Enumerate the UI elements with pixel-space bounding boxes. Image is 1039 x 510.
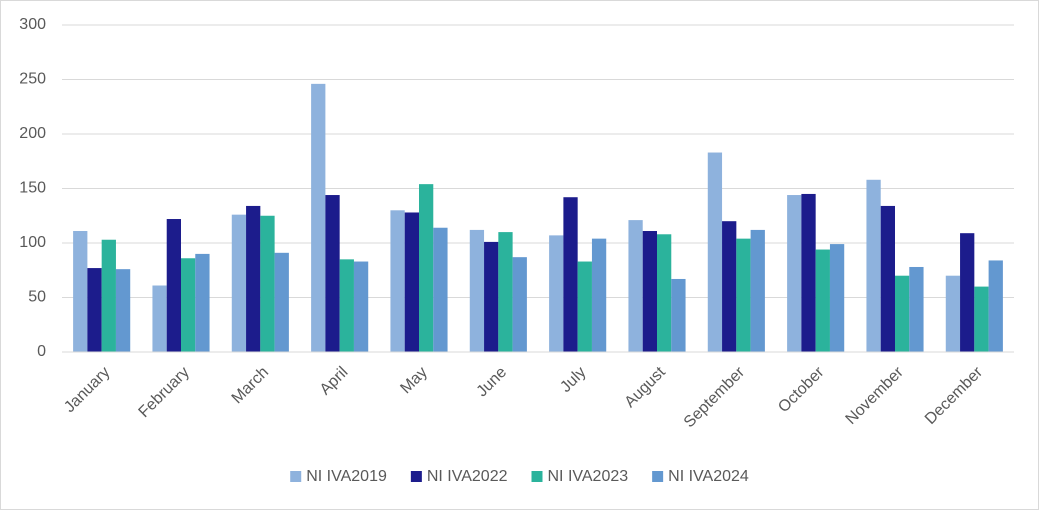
bar xyxy=(101,239,116,352)
bar xyxy=(801,193,816,352)
bar xyxy=(512,257,527,352)
bar xyxy=(433,227,448,352)
bar xyxy=(246,205,261,352)
bar xyxy=(895,275,910,352)
bar xyxy=(181,258,196,352)
bar xyxy=(166,219,181,352)
bar xyxy=(577,261,592,352)
legend-marker xyxy=(410,471,422,482)
bar xyxy=(722,221,737,352)
legend-marker xyxy=(652,471,664,482)
bar xyxy=(909,266,924,352)
bar xyxy=(353,261,369,352)
bar xyxy=(642,231,657,352)
bar xyxy=(311,83,326,353)
bar xyxy=(115,269,131,352)
bar xyxy=(591,238,607,352)
bar xyxy=(657,234,672,352)
legend-label: NI IVA2024 xyxy=(668,468,749,485)
bar xyxy=(974,286,989,352)
bar xyxy=(260,215,275,352)
bar xyxy=(880,205,895,352)
y-tick-label: 250 xyxy=(19,71,46,88)
bar xyxy=(960,233,975,352)
bar xyxy=(404,212,419,352)
bar xyxy=(498,232,513,352)
bar xyxy=(231,214,247,352)
legend-marker xyxy=(531,471,543,482)
bar xyxy=(390,210,405,352)
bar xyxy=(339,259,354,352)
bar xyxy=(945,275,961,352)
bar xyxy=(469,229,485,352)
y-tick-label: 150 xyxy=(19,180,46,197)
bar xyxy=(707,152,723,352)
y-tick-label: 200 xyxy=(19,125,46,142)
bar xyxy=(736,238,751,352)
bar xyxy=(750,229,765,352)
bar xyxy=(152,285,167,352)
legend-marker xyxy=(290,471,302,482)
bar xyxy=(325,195,340,352)
bar xyxy=(671,278,686,352)
bar xyxy=(87,268,102,352)
bar xyxy=(195,253,210,352)
bar xyxy=(787,195,802,352)
bar xyxy=(419,184,434,352)
legend-label: NI IVA2022 xyxy=(427,468,508,485)
y-tick-label: 50 xyxy=(28,289,46,306)
bar xyxy=(866,179,881,352)
bar xyxy=(829,244,845,352)
bar xyxy=(628,220,643,352)
bar xyxy=(815,249,830,352)
bar xyxy=(73,231,88,352)
bar xyxy=(563,197,578,352)
legend-label: NI IVA2023 xyxy=(548,468,629,485)
y-tick-label: 300 xyxy=(19,16,46,33)
y-tick-label: 0 xyxy=(37,343,46,360)
y-tick-label: 100 xyxy=(19,234,46,251)
bar xyxy=(988,260,1003,352)
bar xyxy=(484,241,499,352)
bar xyxy=(274,252,289,352)
legend-label: NI IVA2019 xyxy=(306,468,387,485)
bar xyxy=(549,235,564,352)
legend: NI IVA2019 NI IVA2022 NI IVA2023 NI IVA2024 xyxy=(290,468,749,485)
